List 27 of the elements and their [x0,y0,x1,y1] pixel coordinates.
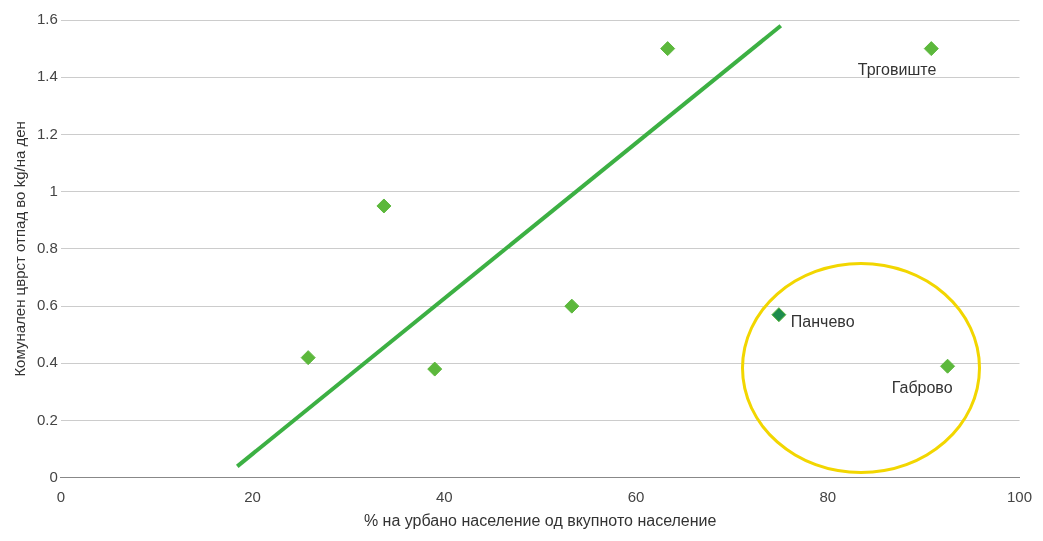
y-tick-label: 0.6 [36,296,58,314]
point [564,298,580,314]
x-tick-label: 100 [1006,487,1032,505]
x-axis-title: % на урбано население од вкупното население [363,511,717,529]
annotation: Панчево [790,313,855,331]
y-axis-title: Комунален цврст отпад во kg/на ден [11,121,29,377]
y-tick-label: 1.2 [36,124,58,142]
y-tick-label: 1.6 [36,10,58,28]
annotation: Габрово [891,378,953,396]
point [923,41,939,57]
point [660,41,676,57]
x-tick-label: 40 [435,487,453,505]
y-tick-label: 1.4 [36,67,58,85]
point [376,198,392,214]
point [940,358,956,374]
point [427,361,443,377]
point [300,350,316,366]
y-tick-label: 0 [49,467,58,485]
x-tick-label: 80 [819,487,837,505]
y-tick-label: 0.8 [36,239,58,257]
point [771,307,787,323]
x-tick-label: 20 [244,487,261,505]
y-tick-label: 1 [49,181,58,199]
y-tick-label: 0.4 [36,353,58,371]
y-tick-label: 0.2 [36,410,58,428]
x-tick-label: 60 [627,487,645,505]
annotation: Трговиште [857,61,937,79]
